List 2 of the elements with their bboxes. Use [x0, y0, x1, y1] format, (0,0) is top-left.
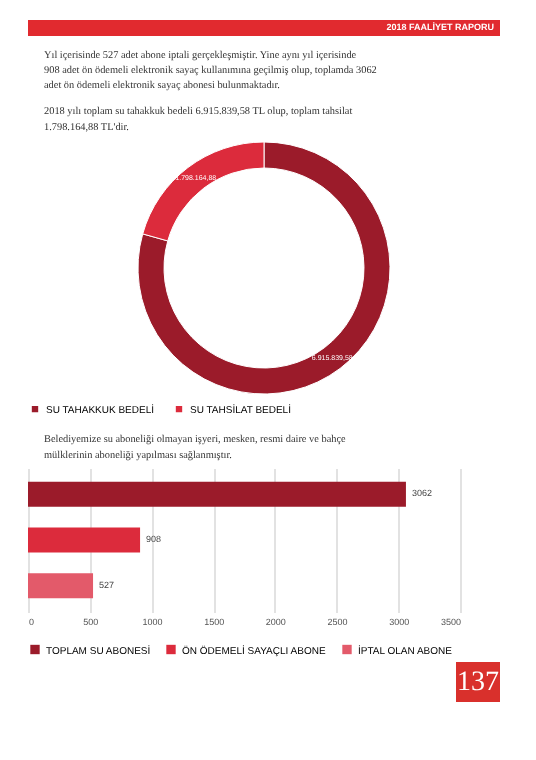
donut-slice — [137, 141, 391, 395]
text: 137 — [457, 668, 499, 698]
